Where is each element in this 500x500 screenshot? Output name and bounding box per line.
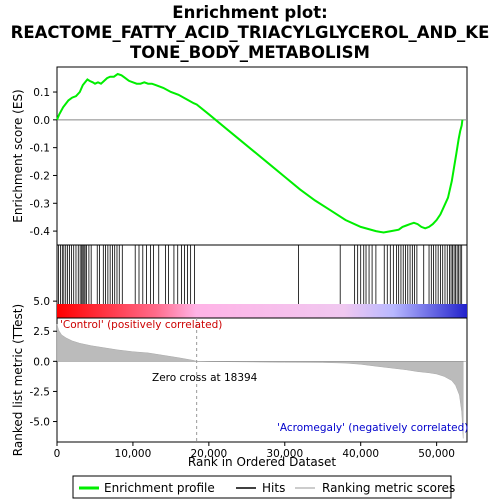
metric-y-tick-label: 5.0 [33,296,50,308]
es-y-axis-label: Enrichment score (ES) [11,89,25,222]
legend-label-enrichment: Enrichment profile [104,481,215,495]
x-axis-ticks: 0 10,000 20,000 30,000 40,000 50,000 [54,442,455,460]
chart-legend: Enrichment profile Hits Ranking metric s… [72,475,455,499]
x-tick-label: 20,000 [190,448,227,460]
zero-cross-annotation: Zero cross at 18394 [152,372,258,384]
chart-title-line-1: Enrichment plot: [172,3,327,22]
metric-y-axis-label: Ranked list metric (TTest) [11,304,25,456]
es-panel-frame [56,66,468,246]
es-y-tick-label: -0.2 [30,170,51,182]
metric-y-tick-label: 2.5 [33,326,50,338]
x-tick-label: 40,000 [342,448,379,460]
es-y-tick-label: 0.1 [33,87,50,99]
x-tick-label: 30,000 [266,448,303,460]
enrichment-profile-line [56,72,464,234]
metric-y-tick-label: -5.0 [30,417,51,429]
es-y-tick-label: -0.3 [30,198,51,210]
es-y-tick-label: 0.0 [33,115,50,127]
x-tick-label: 10,000 [115,448,152,460]
chart-title-line-2: REACTOME_FATTY_ACID_TRIACYLGLYCEROL_AND_… [11,23,490,42]
es-panel: 0.1 0.0 -0.1 -0.2 -0.3 -0.4 Enrichment score … [11,66,468,246]
x-axis-label: Rank in Ordered Dataset [188,455,336,469]
positive-annotation: 'Control' (positively correlated) [60,319,222,331]
metric-y-ticks: 5.0 2.5 0.0 -2.5 -5.0 [30,296,57,429]
chart-title-line-3: TONE_BODY_METABOLISM [130,43,370,62]
legend-frame [72,475,452,499]
metric-y-tick-label: -2.5 [30,386,51,398]
x-tick-label: 0 [54,448,61,460]
x-tick-label: 50,000 [418,448,455,460]
negative-annotation: 'Acromegaly' (negatively correlated) [277,422,468,434]
legend-label-hits: Hits [262,481,285,495]
metric-panel-frame [56,317,468,443]
es-y-ticks: 0.1 0.0 -0.1 -0.2 -0.3 -0.4 [30,87,57,238]
metric-y-tick-label: 0.0 [33,356,50,368]
hit-lines [58,245,463,304]
rank-gradient-bar [57,304,467,318]
legend-label-metric: Ranking metric scores [322,481,455,495]
es-y-tick-label: -0.1 [30,143,51,155]
ranking-metric-area [56,323,464,439]
hits-panel [56,244,468,319]
metric-panel: 5.0 2.5 0.0 -2.5 -5.0 'Control' (positively … [11,296,468,456]
es-y-tick-label: -0.4 [30,226,51,238]
